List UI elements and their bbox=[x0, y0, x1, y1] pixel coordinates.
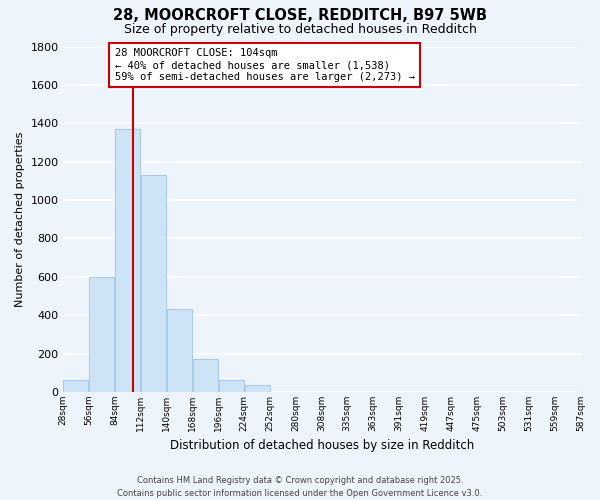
Bar bbox=[167, 310, 192, 392]
Bar bbox=[219, 380, 244, 392]
Bar bbox=[89, 277, 115, 392]
Text: Size of property relative to detached houses in Redditch: Size of property relative to detached ho… bbox=[124, 22, 476, 36]
Bar bbox=[245, 386, 270, 392]
X-axis label: Distribution of detached houses by size in Redditch: Distribution of detached houses by size … bbox=[170, 440, 474, 452]
Bar bbox=[115, 129, 140, 392]
Y-axis label: Number of detached properties: Number of detached properties bbox=[15, 132, 25, 307]
Text: Contains HM Land Registry data © Crown copyright and database right 2025.
Contai: Contains HM Land Registry data © Crown c… bbox=[118, 476, 482, 498]
Bar bbox=[63, 380, 88, 392]
Text: 28 MOORCROFT CLOSE: 104sqm
← 40% of detached houses are smaller (1,538)
59% of s: 28 MOORCROFT CLOSE: 104sqm ← 40% of deta… bbox=[115, 48, 415, 82]
Text: 28, MOORCROFT CLOSE, REDDITCH, B97 5WB: 28, MOORCROFT CLOSE, REDDITCH, B97 5WB bbox=[113, 8, 487, 22]
Bar bbox=[193, 360, 218, 392]
Bar bbox=[141, 175, 166, 392]
